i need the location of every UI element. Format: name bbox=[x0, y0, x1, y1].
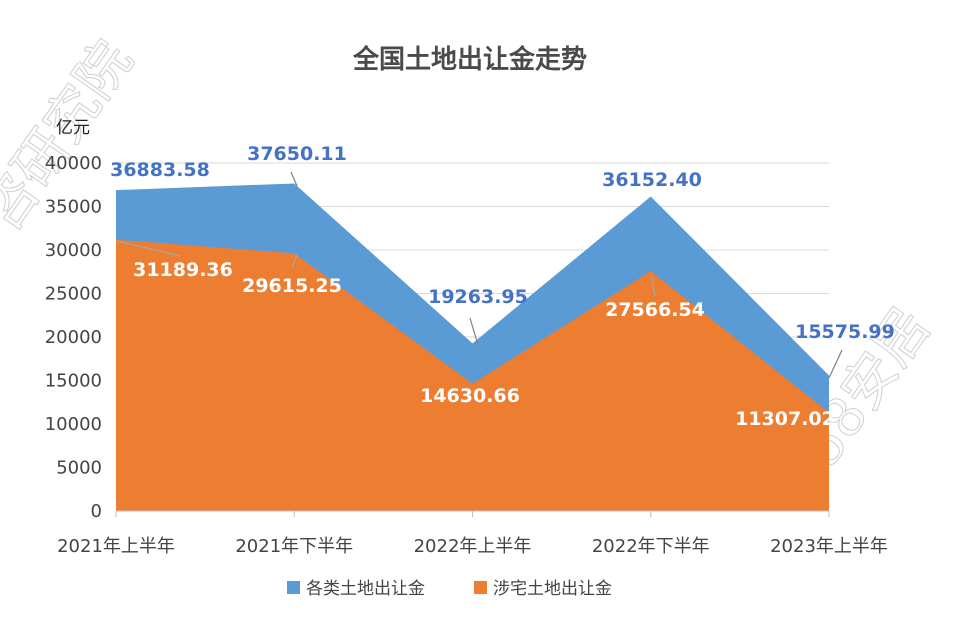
x-tick-labels: 2021年上半年 2021年下半年 2022年上半年 2022年下半年 2023年上半年 bbox=[57, 536, 888, 557]
label-leader-line bbox=[116, 240, 181, 257]
data-label-total: 15575.99 bbox=[795, 321, 895, 343]
data-label-total: 37650.11 bbox=[247, 143, 347, 165]
y-tick-label: 30000 bbox=[45, 240, 102, 261]
data-label-total: 36883.58 bbox=[110, 159, 210, 181]
data-label-total: 19263.95 bbox=[428, 286, 528, 308]
y-axis-unit: 亿元 bbox=[56, 118, 90, 138]
data-label-residential: 29615.25 bbox=[242, 275, 342, 297]
data-label-residential: 14630.66 bbox=[420, 385, 520, 407]
x-tick-label: 2022年上半年 bbox=[414, 536, 532, 557]
x-tick-label: 2022年下半年 bbox=[592, 536, 710, 557]
label-leader-line bbox=[651, 276, 656, 297]
y-tick-label: 10000 bbox=[45, 414, 102, 435]
label-leader-line bbox=[828, 349, 843, 379]
y-tick-labels: 40000 35000 30000 25000 20000 15000 10000 5000 0 bbox=[45, 153, 102, 522]
data-label-residential: 27566.54 bbox=[605, 299, 705, 321]
legend-label: 涉宅土地出让金 bbox=[493, 579, 612, 599]
x-tick-label: 2021年下半年 bbox=[235, 536, 353, 557]
data-label-residential: 31189.36 bbox=[133, 259, 233, 281]
legend-swatch bbox=[474, 581, 487, 594]
axes bbox=[115, 510, 830, 517]
y-tick-label: 15000 bbox=[45, 371, 102, 392]
y-tick-label: 5000 bbox=[56, 458, 102, 479]
x-tick-label: 2021年上半年 bbox=[57, 536, 175, 557]
label-leader-line bbox=[290, 171, 298, 187]
area-series bbox=[116, 183, 829, 512]
data-label-residential: 11307.02 bbox=[735, 408, 835, 430]
y-tick-label: 0 bbox=[91, 501, 102, 522]
legend-label: 各类土地出让金 bbox=[306, 579, 425, 599]
label-leader-line bbox=[291, 254, 298, 269]
legend: 各类土地出让金 涉宅土地出让金 bbox=[287, 579, 612, 599]
chart-title: 全国土地出让金走势 bbox=[352, 44, 587, 75]
label-leader-line bbox=[469, 317, 479, 346]
area-residential bbox=[116, 239, 829, 511]
data-labels: 36883.58 37650.11 19263.95 36152.40 15575.99… bbox=[110, 143, 895, 430]
y-tick-label: 35000 bbox=[45, 197, 102, 218]
x-tick-label: 2023年上半年 bbox=[770, 536, 888, 557]
data-label-total: 36152.40 bbox=[602, 169, 702, 191]
y-tick-label: 25000 bbox=[45, 284, 102, 305]
legend-swatch bbox=[287, 581, 300, 594]
y-tick-label: 40000 bbox=[45, 153, 102, 174]
y-tick-label: 20000 bbox=[45, 327, 102, 348]
